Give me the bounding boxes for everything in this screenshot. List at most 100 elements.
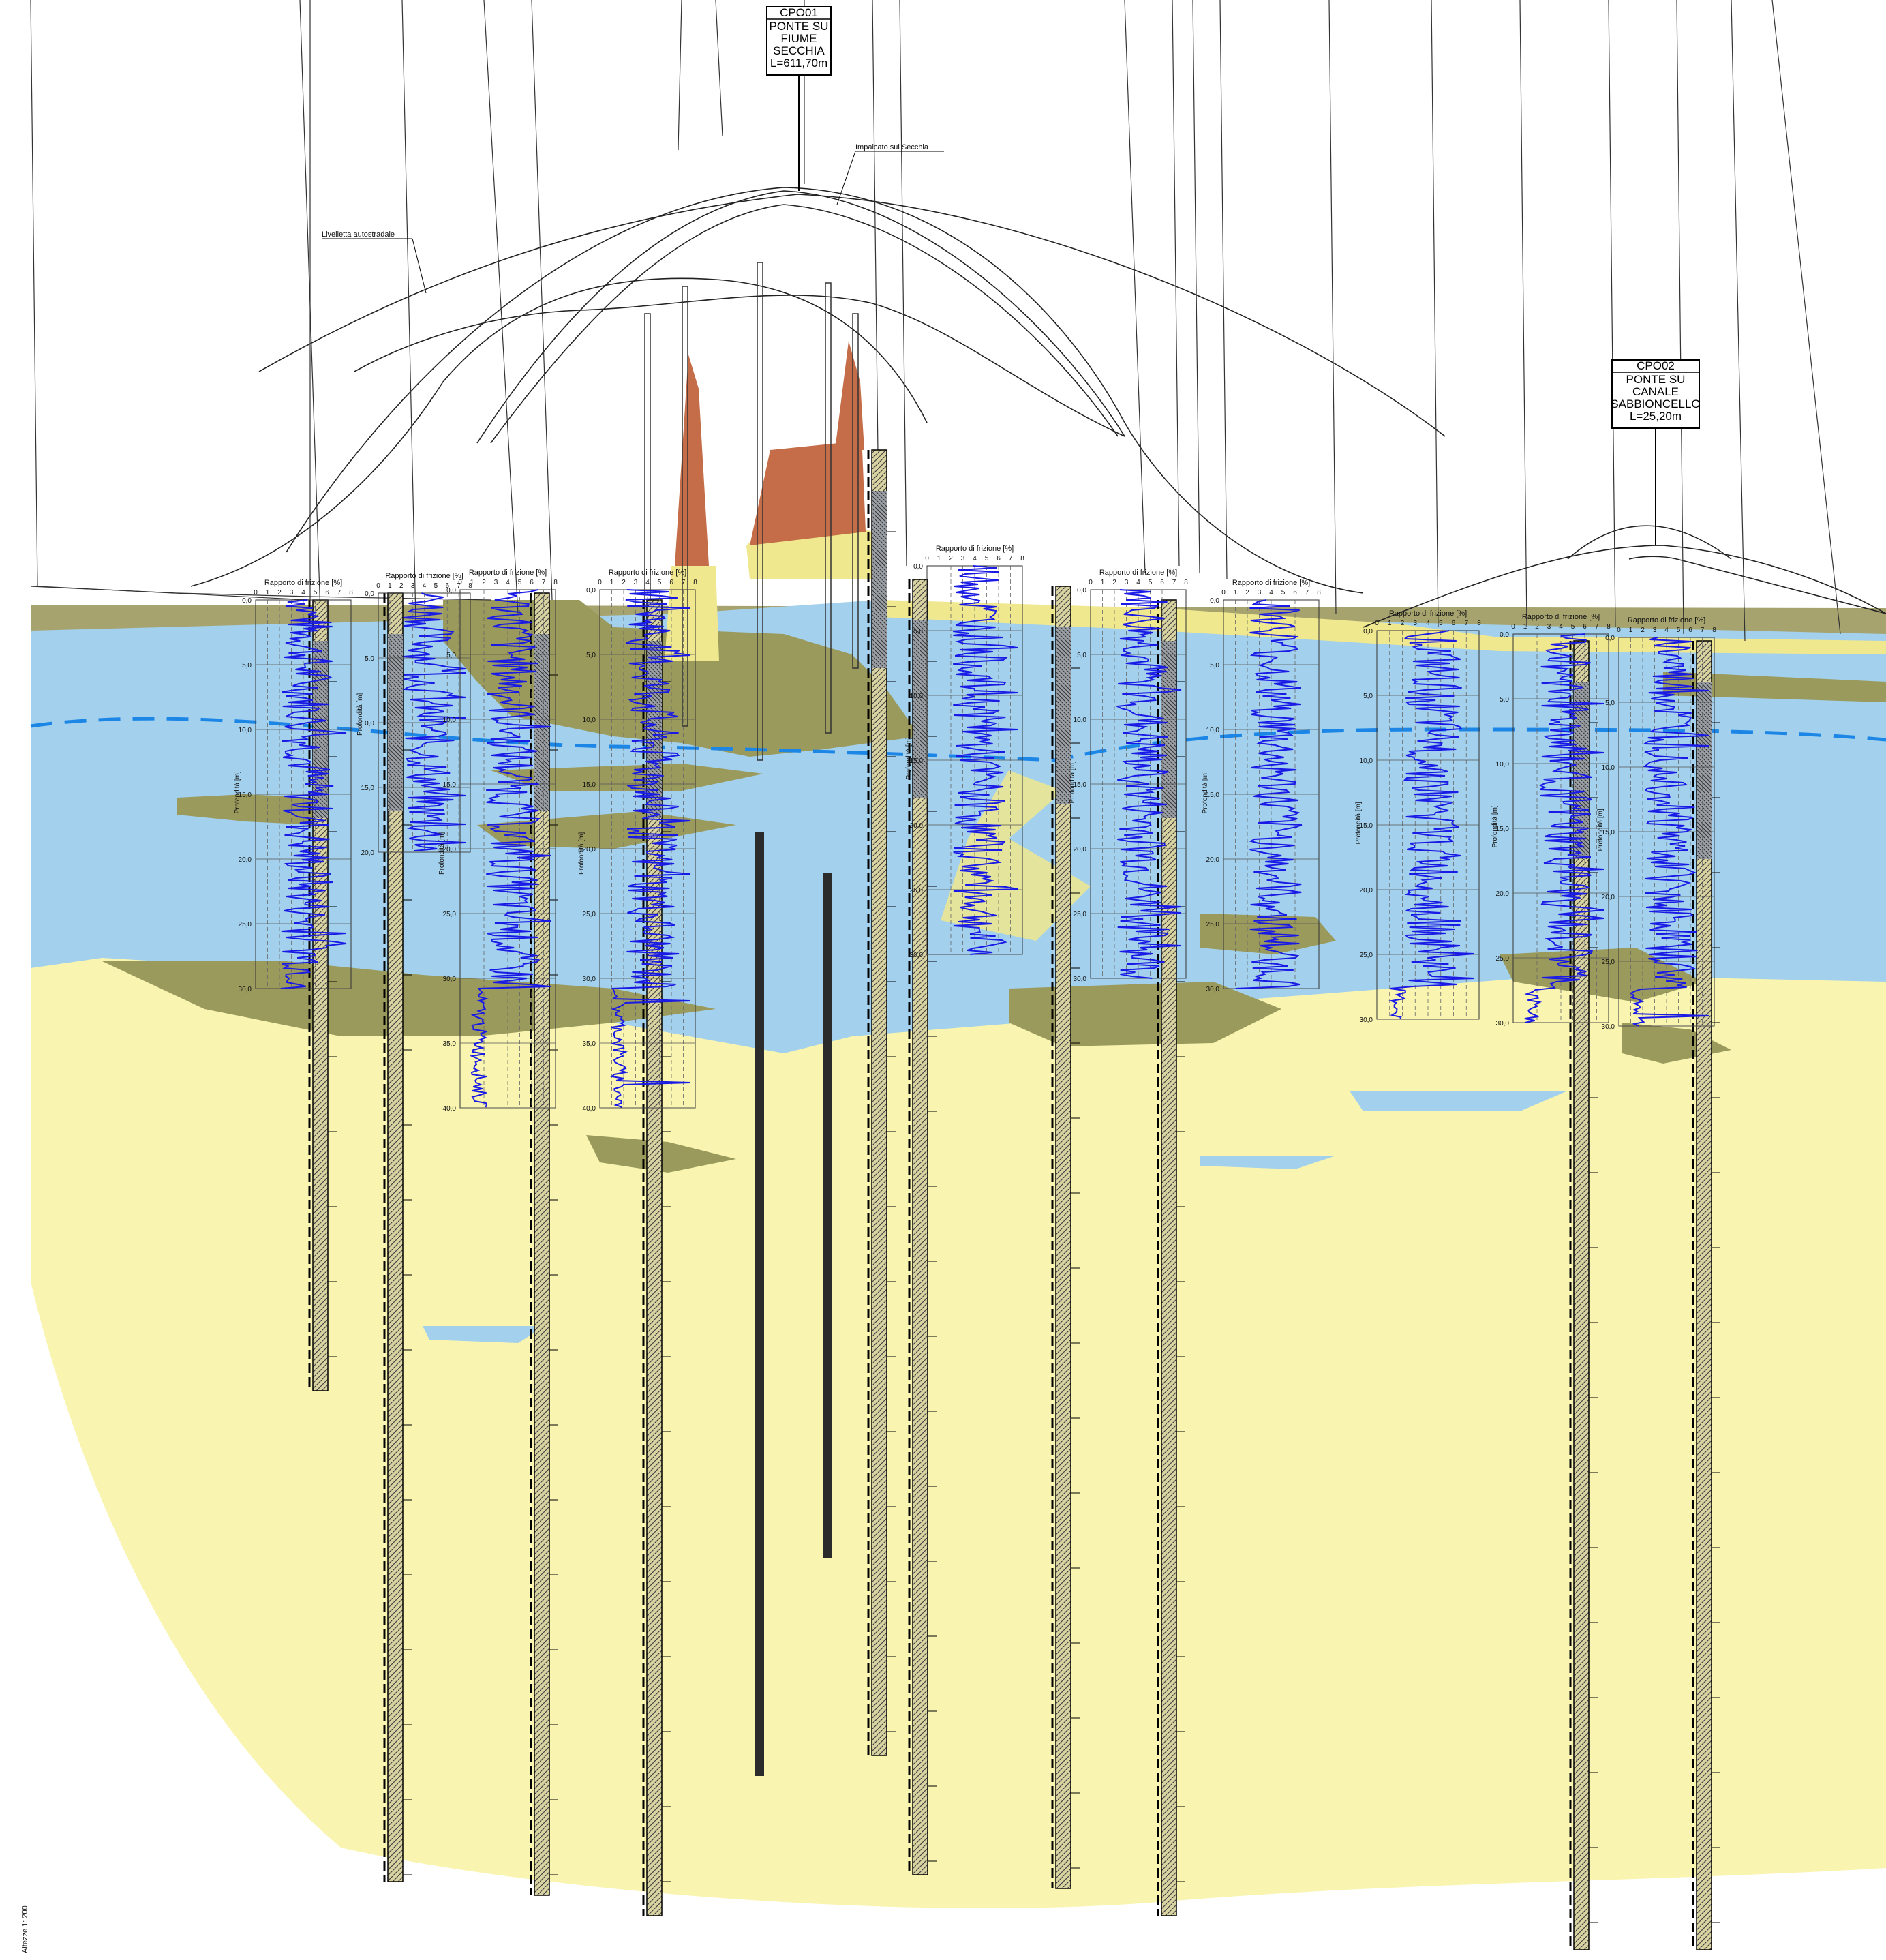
friction-tick-label: 8 [1477,620,1481,627]
friction-tick-label: 3 [494,579,498,586]
depth-tick-label: 15,0 [910,757,924,765]
friction-tick-label: 3 [1413,620,1417,627]
friction-title: Rapporto di frizione [%] [936,545,1014,553]
friction-tick-label: 8 [349,589,353,597]
friction-ratio-curve [402,592,466,851]
upper-linework [190,187,1886,628]
friction-ratio-curve [953,565,1018,955]
pile-shaft [852,313,859,669]
clay-sand-lens-4 [941,770,1091,941]
annotation-grade: Livelletta autostradale [322,230,427,294]
depth-zero-label: 0,0 [365,590,374,598]
embankment-peak-2 [835,341,864,450]
depth-tick-label: 15,0 [239,791,252,799]
friction-tick-label: 4 [1269,589,1273,597]
depth-tick-label: 30,0 [443,976,457,983]
depth-tick-label: 20,0 [910,822,924,830]
friction-ratio-curve [1114,589,1182,979]
depth-tick-label: 10,0 [583,717,596,724]
friction-tick-label: 7 [682,579,686,586]
friction-title: Rapporto di frizione [%] [1099,569,1177,577]
depth-tick-label: 5,0 [242,662,252,669]
cpt-profile: Rapporto di frizione [%]0 1 2 3 4 5 6 7 80,05,01… [1355,609,1481,1024]
friction-tick-label: 1 [470,579,474,586]
deck-label: Impalcato sul Secchia [855,143,929,151]
friction-tick-label: 7 [337,589,341,597]
friction-tick-label: 2 [277,589,282,597]
friction-tick-label: 5 [985,555,989,562]
friction-title: Rapporto di frizione [%] [264,579,342,587]
depth-tick-label: 10,0 [1360,757,1373,765]
depth-tick-label: 5,0 [365,655,374,663]
friction-tick-label: 1 [610,579,614,586]
friction-title: Rapporto di frizione [%] [1628,616,1705,624]
friction-tick-label: 1 [388,582,392,590]
borehole-column [912,579,928,1875]
depth-tick-label: 25,0 [1496,955,1510,963]
friction-tick-label: 7 [1305,589,1309,597]
friction-tick-label: 3 [1125,579,1129,586]
friction-tick-label: 4 [1559,623,1563,631]
depth-tick-label: 5,0 [1077,652,1086,659]
bridge-piles [644,262,859,1776]
depth-tick-label: 30,0 [239,986,252,993]
friction-tick-label: 8 [468,582,472,590]
friction-tick-label: 3 [634,579,638,586]
friction-tick-label: 7 [1009,555,1013,562]
friction-tick-label: 5 [314,589,318,597]
depth-axis-label: Profondità [m] [578,832,585,875]
depth-tick-label: 35,0 [583,1040,596,1048]
depth-tick-label: 25,0 [583,911,596,918]
bridge-line: SABBIONCELLO [1611,397,1700,410]
friction-tick-label: 8 [1184,579,1188,586]
friction-tick-label: 4 [423,582,427,590]
friction-ratio-curve [609,589,691,1108]
depth-tick-label: 5,0 [446,652,456,659]
friction-tick-label: 4 [1664,627,1669,634]
depth-zero-label: 0,0 [1605,635,1615,642]
borehole-clay-interval [1697,682,1712,859]
friction-tick-label: 1 [1629,627,1633,634]
friction-tick-label: 0 [598,579,602,586]
water-table-line [30,717,1886,762]
friction-tick-label: 6 [669,579,673,586]
friction-tick-label: 6 [1160,579,1164,586]
bridge-box-cpo01: CPO01 PONTE SU FIUME SECCHIA L=611,70m [766,6,832,191]
borehole [1692,640,1720,1950]
depth-tick-label: 25,0 [239,921,252,929]
pile-shaft [757,262,763,761]
pile [755,832,764,1776]
friction-tick-label: 3 [1653,627,1657,634]
friction-tick-label: 7 [542,579,546,586]
friction-tick-label: 3 [1258,589,1262,597]
friction-tick-label: 4 [1426,620,1430,627]
bridge-line: CANALE [1632,385,1679,398]
depth-tick-label: 25,0 [910,887,924,894]
borehole [530,592,558,1896]
clay-lens-1 [423,1326,545,1343]
friction-title: Rapporto di frizione [%] [1389,609,1467,618]
friction-ratio-curve [1630,637,1710,1027]
depth-tick-label: 25,0 [1602,959,1615,966]
depth-axis-label: Profondità [m] [1355,802,1363,844]
bridge-code: CPO01 [780,6,818,19]
friction-tick-label: 0 [1617,627,1621,634]
depth-tick-label: 5,0 [1210,662,1219,669]
depth-zero-label: 0,0 [242,597,252,605]
annotation-deck: Impalcato sul Secchia [836,143,944,205]
friction-ratio-curve [469,589,551,1108]
friction-tick-label: 1 [266,589,270,597]
friction-tick-label: 1 [1523,623,1527,631]
depth-tick-label: 5,0 [1363,693,1373,700]
depth-tick-label: 10,0 [443,717,457,724]
depth-tick-label: 10,0 [1602,764,1615,772]
borehole-column [1696,640,1712,1950]
depth-tick-label: 25,0 [1206,921,1220,929]
borehole-clay-interval [1056,627,1071,804]
depth-zero-label: 0,0 [586,587,596,594]
borehole [867,449,896,1756]
cpt-profile: Rapporto di frizione [%]0 1 2 3 4 5 6 7 80,05,01… [1069,569,1188,983]
friction-tick-label: 5 [434,582,438,590]
borehole-column [871,449,887,1756]
